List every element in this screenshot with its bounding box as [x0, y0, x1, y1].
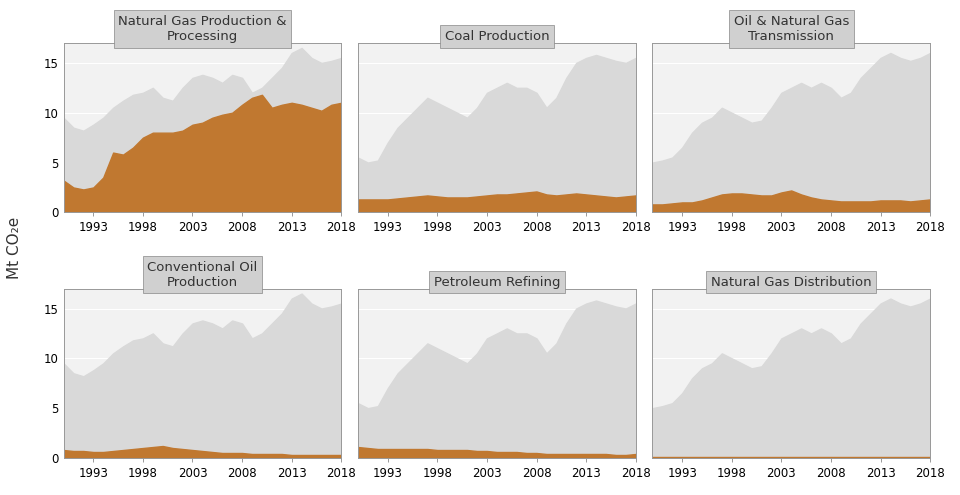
Text: Mt CO₂e: Mt CO₂e: [7, 216, 22, 279]
Title: Natural Gas Production &
Processing: Natural Gas Production & Processing: [118, 15, 287, 43]
Title: Conventional Oil
Production: Conventional Oil Production: [147, 260, 257, 289]
Title: Natural Gas Distribution: Natural Gas Distribution: [711, 276, 872, 289]
Title: Oil & Natural Gas
Transmission: Oil & Natural Gas Transmission: [733, 15, 849, 43]
Title: Petroleum Refining: Petroleum Refining: [434, 276, 560, 289]
Title: Coal Production: Coal Production: [444, 30, 549, 43]
